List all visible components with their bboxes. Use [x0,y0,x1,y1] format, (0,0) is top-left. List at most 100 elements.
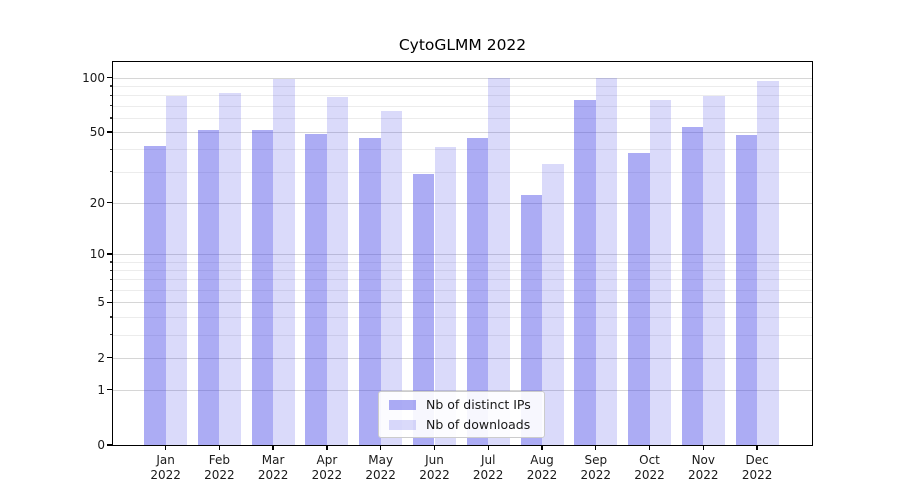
bar-downloads-apr [326,97,349,445]
legend-label-downloads: Nb of downloads [426,417,531,432]
y-tick-label-2: 2 [97,350,105,365]
x-tick-jun [433,445,436,450]
bar-distinct-ips-sep [574,100,596,445]
legend-item-downloads: Nb of downloads [389,417,534,432]
bar-distinct-ips-may [359,138,381,445]
minor-gridline-80 [113,95,812,97]
minor-gridline-3 [113,334,812,336]
bar-distinct-ips-nov [681,127,704,445]
bar-downloads-mar [273,79,295,445]
y-minor-tick-6 [109,289,112,291]
bar-distinct-ips-mar [251,130,274,445]
y-tick-100 [107,76,112,79]
bar-distinct-ips-oct [628,153,650,445]
y-tick-1 [107,389,112,391]
y-minor-tick-9 [109,261,112,263]
bar-distinct-ips-dec [735,135,758,445]
x-tick-nov [702,445,704,450]
y-tick-label-1: 1 [97,382,105,397]
major-gridline-5 [113,302,812,304]
legend-item-distinct-ips: Nb of distinct IPs [389,397,534,412]
y-minor-tick-90 [109,85,112,87]
bar-distinct-ips-jan [144,145,166,445]
minor-gridline-6 [113,290,812,292]
x-tick-label-feb: Feb 2022 [204,453,235,482]
x-tick-label-jan: Jan 2022 [150,453,181,482]
x-tick-label-jul: Jul 2022 [472,453,504,482]
minor-gridline-4 [113,316,812,318]
minor-gridline-90 [113,85,812,87]
x-tick-sep [595,445,597,450]
bar-distinct-ips-apr [305,133,327,445]
x-tick-label-sep: Sep 2022 [580,453,612,482]
y-tick-label-0: 0 [97,438,105,452]
y-minor-tick-30 [109,171,112,173]
y-tick-10 [107,253,112,255]
major-gridline-2 [113,357,812,359]
x-tick-label-nov: Nov 2022 [688,453,719,482]
bar-distinct-ips-jul [466,138,489,445]
x-tick-label-dec: Dec 2022 [741,453,773,482]
y-tick-0 [107,444,112,446]
y-minor-tick-8 [109,269,112,271]
bar-downloads-oct [649,100,671,445]
bar-downloads-sep [595,77,618,445]
y-minor-tick-60 [109,117,112,119]
bar-distinct-ips-jun [412,174,435,445]
x-tick-aug [541,445,543,450]
bar-downloads-nov [703,96,725,445]
y-minor-tick-40 [109,148,112,151]
legend: Nb of distinct IPs Nb of downloads [378,391,545,438]
y-minor-tick-4 [109,316,112,318]
y-tick-20 [107,201,112,204]
bar-downloads-jul [488,77,510,445]
bar-downloads-jun [434,147,456,445]
y-tick-50 [107,131,112,133]
plot-area [113,62,812,445]
x-tick-feb [218,445,221,450]
y-tick-label-10: 10 [89,247,105,262]
x-tick-label-aug: Aug 2022 [526,453,558,482]
minor-gridline-60 [113,117,812,119]
major-gridline-50 [113,131,812,133]
y-tick-label-50: 50 [89,124,105,139]
bar-distinct-ips-aug [520,195,542,445]
legend-swatch-downloads [389,419,416,430]
minor-gridline-7 [113,279,812,281]
major-gridline-10 [113,254,812,256]
major-gridline-20 [113,202,812,204]
bar-downloads-feb [219,93,241,445]
chart-title: CytoGLMM 2022 [398,36,527,54]
x-tick-apr [326,445,328,450]
y-minor-tick-70 [109,105,112,107]
bar-downloads-jan [165,96,188,445]
y-tick-label-5: 5 [97,295,105,310]
y-minor-tick-7 [109,278,112,281]
x-tick-label-jun: Jun 2022 [419,453,450,482]
x-tick-may [380,445,382,450]
x-tick-label-oct: Oct 2022 [634,453,665,482]
bar-downloads-dec [757,80,779,445]
minor-gridline-9 [113,261,812,263]
bar-downloads-may [380,111,403,445]
minor-gridline-8 [113,270,812,271]
x-tick-label-mar: Mar 2022 [257,453,289,482]
major-gridline-100 [113,77,812,79]
minor-gridline-40 [113,149,812,151]
bar-downloads-aug [542,164,564,445]
y-minor-tick-80 [109,94,112,96]
bar-distinct-ips-feb [197,130,220,445]
major-gridline-1 [113,389,812,391]
x-tick-label-may: May 2022 [365,453,396,482]
x-tick-oct [648,445,651,450]
y-minor-tick-3 [109,334,112,336]
x-tick-jul [487,445,489,450]
x-tick-dec [756,445,758,450]
x-tick-jan [164,445,167,450]
x-tick-label-apr: Apr 2022 [311,453,343,482]
minor-gridline-30 [113,171,812,173]
y-tick-label-100: 100 [82,70,105,85]
x-tick-mar [272,445,274,450]
legend-label-distinct-ips: Nb of distinct IPs [426,397,531,412]
